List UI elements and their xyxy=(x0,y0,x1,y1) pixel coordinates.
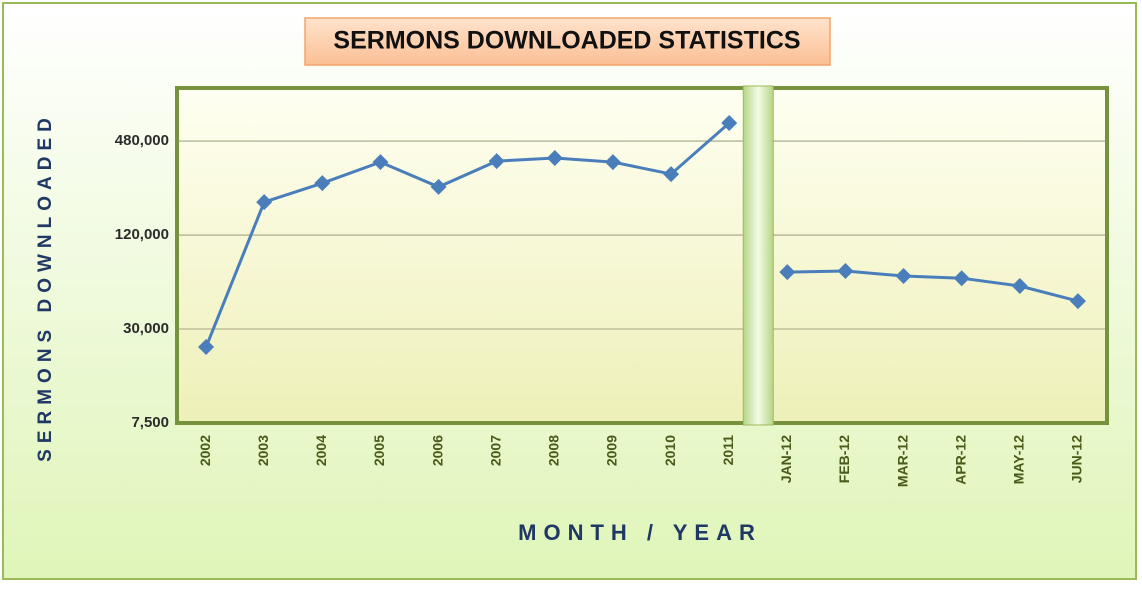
marker xyxy=(1069,293,1086,310)
marker xyxy=(546,149,563,166)
x-tick-label: JUN-12 xyxy=(1069,435,1085,483)
marker xyxy=(663,166,680,183)
series-line xyxy=(787,269,1079,303)
series-line xyxy=(204,121,731,348)
marker xyxy=(488,153,505,170)
x-tick-label: 2009 xyxy=(604,435,620,466)
x-axis-title: MONTH / YEAR xyxy=(518,520,762,545)
y-tick-label: 480,000 xyxy=(115,132,169,149)
separator xyxy=(742,85,774,426)
marker xyxy=(604,154,621,171)
x-tick-label: 2010 xyxy=(662,435,678,466)
x-tick-label: 2007 xyxy=(487,435,503,466)
marker xyxy=(779,264,796,281)
chart-title: SERMONS DOWNLOADED STATISTICS xyxy=(333,27,800,55)
x-tick-label: 2004 xyxy=(313,435,329,466)
x-tick-label: MAR-12 xyxy=(894,435,910,487)
plot-area xyxy=(175,86,1109,425)
x-tick-label: JAN-12 xyxy=(778,435,794,483)
title-box xyxy=(304,17,831,66)
x-tick-label: 2003 xyxy=(255,435,271,466)
x-tick-label: FEB-12 xyxy=(836,435,852,483)
x-tick-label: 2006 xyxy=(429,435,445,466)
marker xyxy=(721,115,738,132)
y-axis-title: SERMONS DOWNLOADED xyxy=(35,112,56,462)
x-tick-label: APR-12 xyxy=(952,435,968,485)
x-tick-label: 2011 xyxy=(720,435,736,466)
x-tick-label: 2005 xyxy=(371,435,387,466)
y-tick-label: 120,000 xyxy=(115,226,169,243)
marker xyxy=(256,194,273,211)
marker xyxy=(1011,277,1028,294)
marker xyxy=(372,154,389,171)
marker xyxy=(314,175,331,192)
marker xyxy=(430,178,447,195)
y-tick-label: 30,000 xyxy=(123,320,169,337)
marker xyxy=(198,339,215,356)
x-tick-label: 2002 xyxy=(197,435,213,466)
marker xyxy=(837,263,854,280)
marker xyxy=(953,270,970,287)
x-tick-label: MAY-12 xyxy=(1011,435,1027,485)
marker xyxy=(895,267,912,284)
y-tick-label: 7,500 xyxy=(131,414,169,431)
x-tick-label: 2008 xyxy=(546,435,562,466)
